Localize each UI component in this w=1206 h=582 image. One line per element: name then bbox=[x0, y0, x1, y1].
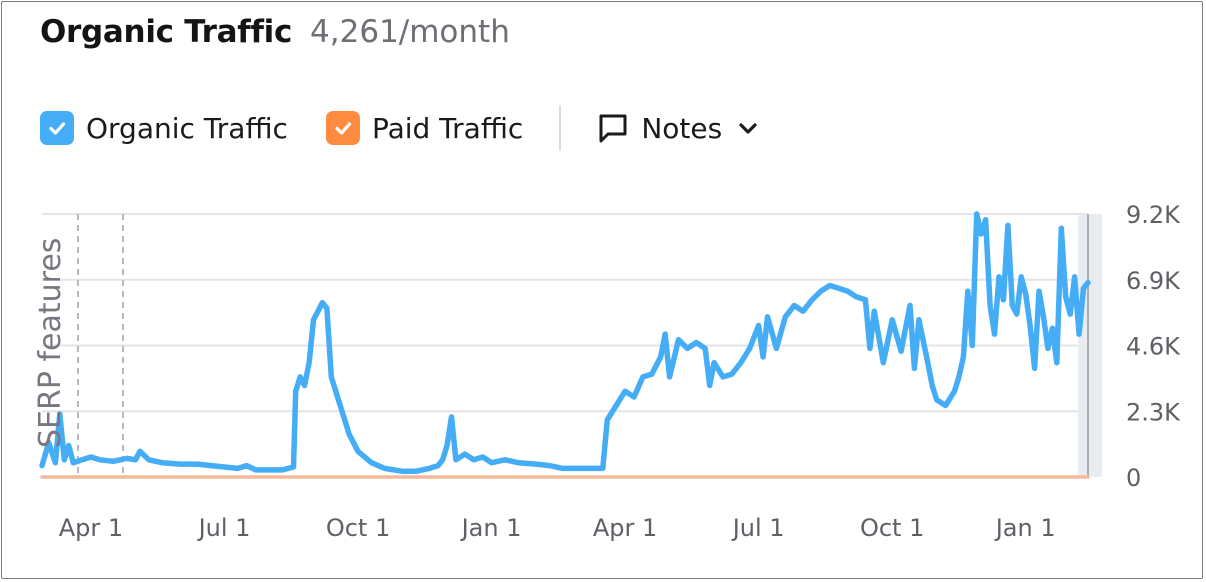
x-tick-label: Apr 1 bbox=[59, 514, 123, 542]
current-period-band bbox=[1078, 214, 1102, 477]
paid-checkbox[interactable] bbox=[325, 111, 360, 145]
legend-divider bbox=[559, 105, 562, 151]
x-tick-label: Jan 1 bbox=[460, 514, 522, 542]
series-lines bbox=[39, 211, 1091, 479]
legend-organic-toggle[interactable]: Organic Traffic bbox=[40, 111, 288, 145]
check-icon bbox=[49, 122, 66, 135]
organic-traffic-chart: Apr 1 Jul 1 Oct 1 Jan 1 Apr 1 Jul 1 Oct 1 Jan 1… bbox=[33, 201, 1181, 542]
legend-paid-toggle[interactable]: Paid Traffic bbox=[325, 111, 524, 145]
y-tick-label: 9.2K bbox=[1126, 201, 1181, 229]
x-axis-ticks: Apr 1 Jul 1 Oct 1 Jan 1 Apr 1 Jul 1 Oct 1 Jan 1 bbox=[59, 514, 1056, 542]
organic-traffic-line bbox=[39, 211, 1091, 475]
x-tick-label: Oct 1 bbox=[326, 514, 390, 542]
chevron-down-icon bbox=[739, 123, 757, 134]
notes-label: Notes bbox=[641, 111, 723, 145]
y-tick-label: 2.3K bbox=[1126, 398, 1181, 426]
comment-icon bbox=[599, 114, 627, 143]
x-tick-label: Jul 1 bbox=[731, 514, 785, 542]
x-tick-label: Oct 1 bbox=[860, 514, 924, 542]
x-tick-label: Jan 1 bbox=[994, 514, 1056, 542]
legend-bar: Organic Traffic Paid Traffic Notes bbox=[40, 105, 760, 151]
grid-lines bbox=[42, 213, 1102, 477]
x-tick-label: Jul 1 bbox=[197, 514, 251, 542]
traffic-per-month: 4,261/month bbox=[310, 14, 510, 50]
chart-header: Organic Traffic 4,261/month bbox=[40, 14, 510, 50]
serp-features-label: SERP features bbox=[33, 238, 68, 448]
y-tick-label: 4.6K bbox=[1126, 333, 1181, 361]
organic-checkbox[interactable] bbox=[40, 111, 74, 145]
legend-organic-label: Organic Traffic bbox=[86, 111, 288, 145]
notes-dropdown[interactable]: Notes bbox=[597, 112, 760, 145]
y-tick-label: 6.9K bbox=[1126, 267, 1181, 295]
y-tick-label: 0 bbox=[1126, 464, 1141, 492]
legend-paid-label: Paid Traffic bbox=[371, 111, 524, 145]
check-icon bbox=[335, 122, 352, 135]
chart-title: Organic Traffic bbox=[40, 14, 293, 50]
y-axis-ticks: 0 2.3K 4.6K 6.9K 9.2K bbox=[1126, 201, 1181, 492]
x-tick-label: Apr 1 bbox=[593, 514, 657, 542]
